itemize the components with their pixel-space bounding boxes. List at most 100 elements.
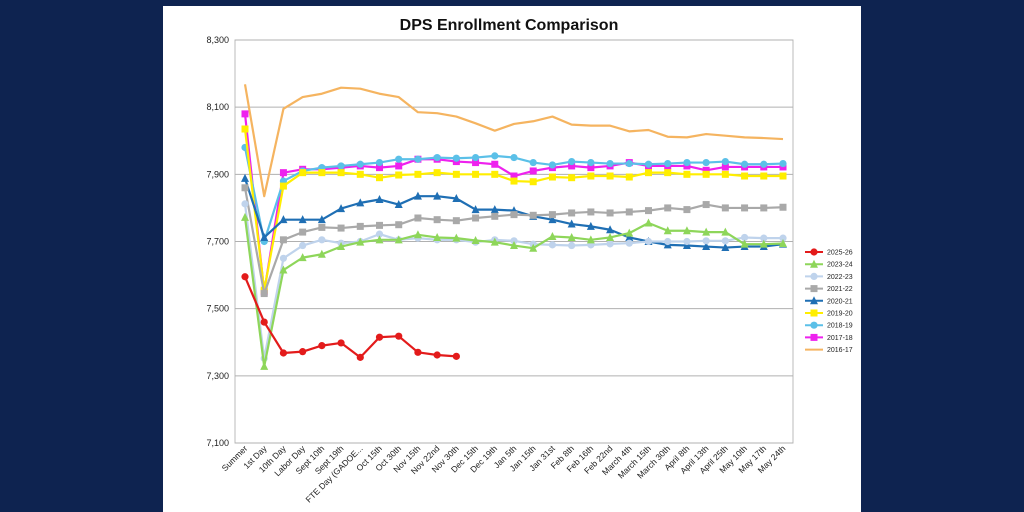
series-2020-21-point (606, 225, 615, 234)
series-2025-26-point (299, 348, 307, 356)
series-2019-20-point (741, 172, 749, 180)
series-2021-22-point (510, 211, 518, 219)
series-2023-24-point (452, 233, 461, 242)
y-tick-label: 7,100 (206, 438, 229, 448)
series-2023-24-point (548, 231, 557, 240)
series-2023-24-point (529, 243, 538, 252)
series-2017-18-point (395, 162, 403, 170)
series-2018-19-point (433, 153, 441, 162)
series-2018-19-point (414, 155, 422, 163)
legend-label: 2021-22 (827, 286, 853, 293)
series-2021-22-point (299, 228, 307, 236)
series-2019-20-point (568, 174, 576, 182)
series-2023-24-point (241, 212, 249, 221)
series-2021-22-point (452, 217, 460, 225)
chart-title: DPS Enrollment Comparison (400, 17, 619, 34)
series-2017-18-line (243, 113, 783, 293)
legend-2017-18-point (810, 333, 818, 341)
series-2017-18-point (568, 162, 576, 170)
series-2021-22-point (529, 211, 537, 219)
legend-label: 2016-17 (827, 347, 853, 354)
series-2022-23-point (241, 200, 249, 208)
series-2018-19-point (510, 153, 518, 162)
series-2020-21 (241, 173, 787, 252)
series-2021-22-point (241, 184, 249, 192)
series-2017-18-point (491, 160, 499, 168)
series-2017-18-point (472, 159, 480, 167)
legend-2022-23-point (810, 272, 818, 280)
y-tick-label: 7,700 (206, 237, 229, 247)
series-2018-19-point (548, 161, 557, 169)
series-2019-20-point (472, 170, 480, 178)
y-tick-label: 8,300 (206, 35, 229, 45)
series-2017-18-point (376, 164, 383, 172)
series-2019-20-point (625, 173, 633, 181)
series-2025-26-point (452, 352, 460, 360)
series-2019-20-point (491, 170, 499, 178)
series-2025-26-point (260, 318, 268, 326)
series-2019-20 (241, 125, 787, 294)
series-2021-22-point (702, 201, 710, 209)
series-2019-20-point (318, 169, 326, 177)
series-2022-23-point (548, 241, 557, 249)
series-2017-18-point (529, 167, 537, 175)
legend-2018-19-point (810, 321, 818, 329)
series-2022-23-point (625, 239, 633, 247)
series-2023-24-point (413, 230, 422, 239)
legend-2019-20-point (810, 309, 818, 317)
series-2021-22-point (625, 208, 633, 216)
series-2022-23-point (299, 241, 307, 250)
series-2025-26-point (356, 353, 364, 361)
legend-label: 2023-24 (827, 262, 853, 269)
series-2019-20-point (548, 173, 556, 181)
y-axis-ticks: 7,100 7,300 7,500 7,700 7,900 8,100 8,300 (206, 35, 229, 448)
series-2025-26-point (433, 351, 441, 359)
legend-item: 2018-19 (805, 321, 853, 330)
series-2019-20-point (510, 177, 518, 185)
chart-panel: DPS Enrollment Comparison 7,100 7,300 7,50… (163, 6, 861, 512)
series-2018-19-point (779, 159, 787, 168)
series-2025-26-point (337, 339, 345, 347)
series-2018-19-point (606, 159, 614, 168)
y-tick-label: 7,300 (206, 371, 229, 381)
series-2022-23-point (760, 234, 768, 242)
series-2021-22-point (664, 204, 672, 212)
series-2021-22-point (414, 214, 422, 222)
series-2018-19-point (702, 158, 710, 167)
series-2019-20-point (337, 169, 345, 177)
series-2021-22-point (645, 207, 652, 215)
series-2021-22-point (337, 224, 345, 232)
series-2018-19-point (452, 154, 460, 162)
series-2020-21-point (490, 205, 499, 214)
series-2021-22-point (779, 203, 787, 211)
series-2019-20-point (241, 125, 249, 133)
series-2023-24-point (471, 235, 480, 244)
y-tick-label: 7,500 (206, 304, 229, 314)
legend-item: 2020-21 (805, 296, 853, 305)
series-2023-24-point (375, 235, 384, 244)
legend-item: 2021-22 (805, 285, 853, 293)
series-2025-26 (241, 273, 460, 361)
series-2021-22-point (318, 223, 326, 231)
series-2019-20-point (452, 170, 460, 178)
series-2020-21-point (260, 232, 269, 241)
series-2020-21-point (452, 194, 461, 203)
series-2022-23-point (740, 233, 749, 242)
legend-label: 2017-18 (827, 335, 853, 342)
series-2023-24-point (586, 235, 595, 244)
series-2020-21-point (433, 191, 442, 200)
series-2023-24-point (510, 241, 518, 250)
series-2020-21-point (337, 204, 346, 213)
series-2021-22-point (279, 236, 287, 244)
series-2020-21-point (317, 215, 326, 224)
legend-label: 2022-23 (827, 274, 853, 281)
series-2019-20-point (529, 178, 537, 186)
series-2020-21-point (298, 215, 307, 224)
series-2020-21-point (702, 242, 711, 251)
series-2023-24-point (644, 218, 653, 227)
series-2018-19-point (683, 158, 691, 167)
series-2021-22-point (721, 204, 729, 212)
series-2020-21-point (375, 195, 384, 204)
series-2022-23-point (702, 237, 710, 245)
